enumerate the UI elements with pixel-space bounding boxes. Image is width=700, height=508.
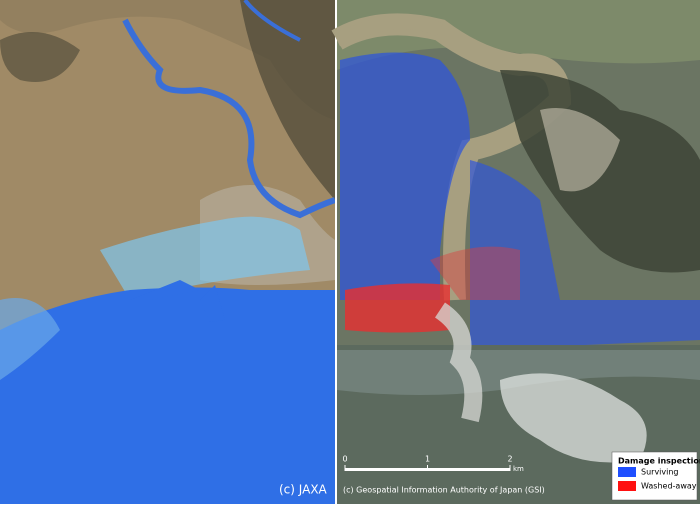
scale-bar: 0 1 2km [342, 455, 524, 474]
scale-tick-label: 1 [425, 455, 430, 464]
scale-tick-label: 0 [342, 455, 347, 464]
right-credit: (c) Geospatial Information Authority of … [343, 486, 545, 495]
legend-box [611, 451, 698, 501]
legend-items: Surviving Washed-away [618, 467, 697, 491]
legend-swatch [618, 481, 636, 491]
legend: Damage inspection Surviving Washed-away [611, 451, 700, 501]
left-image [0, 0, 336, 504]
legend-swatch [618, 467, 636, 477]
scale-unit: km [513, 465, 524, 473]
legend-label: Washed-away [641, 482, 697, 491]
legend-title: Damage inspection [618, 457, 700, 466]
legend-label: Surviving [641, 468, 679, 477]
left-credit: (c) JAXA [279, 483, 328, 497]
scale-tick-label: 2 [507, 455, 512, 464]
panel-divider [335, 0, 337, 504]
right-image [331, 0, 700, 504]
